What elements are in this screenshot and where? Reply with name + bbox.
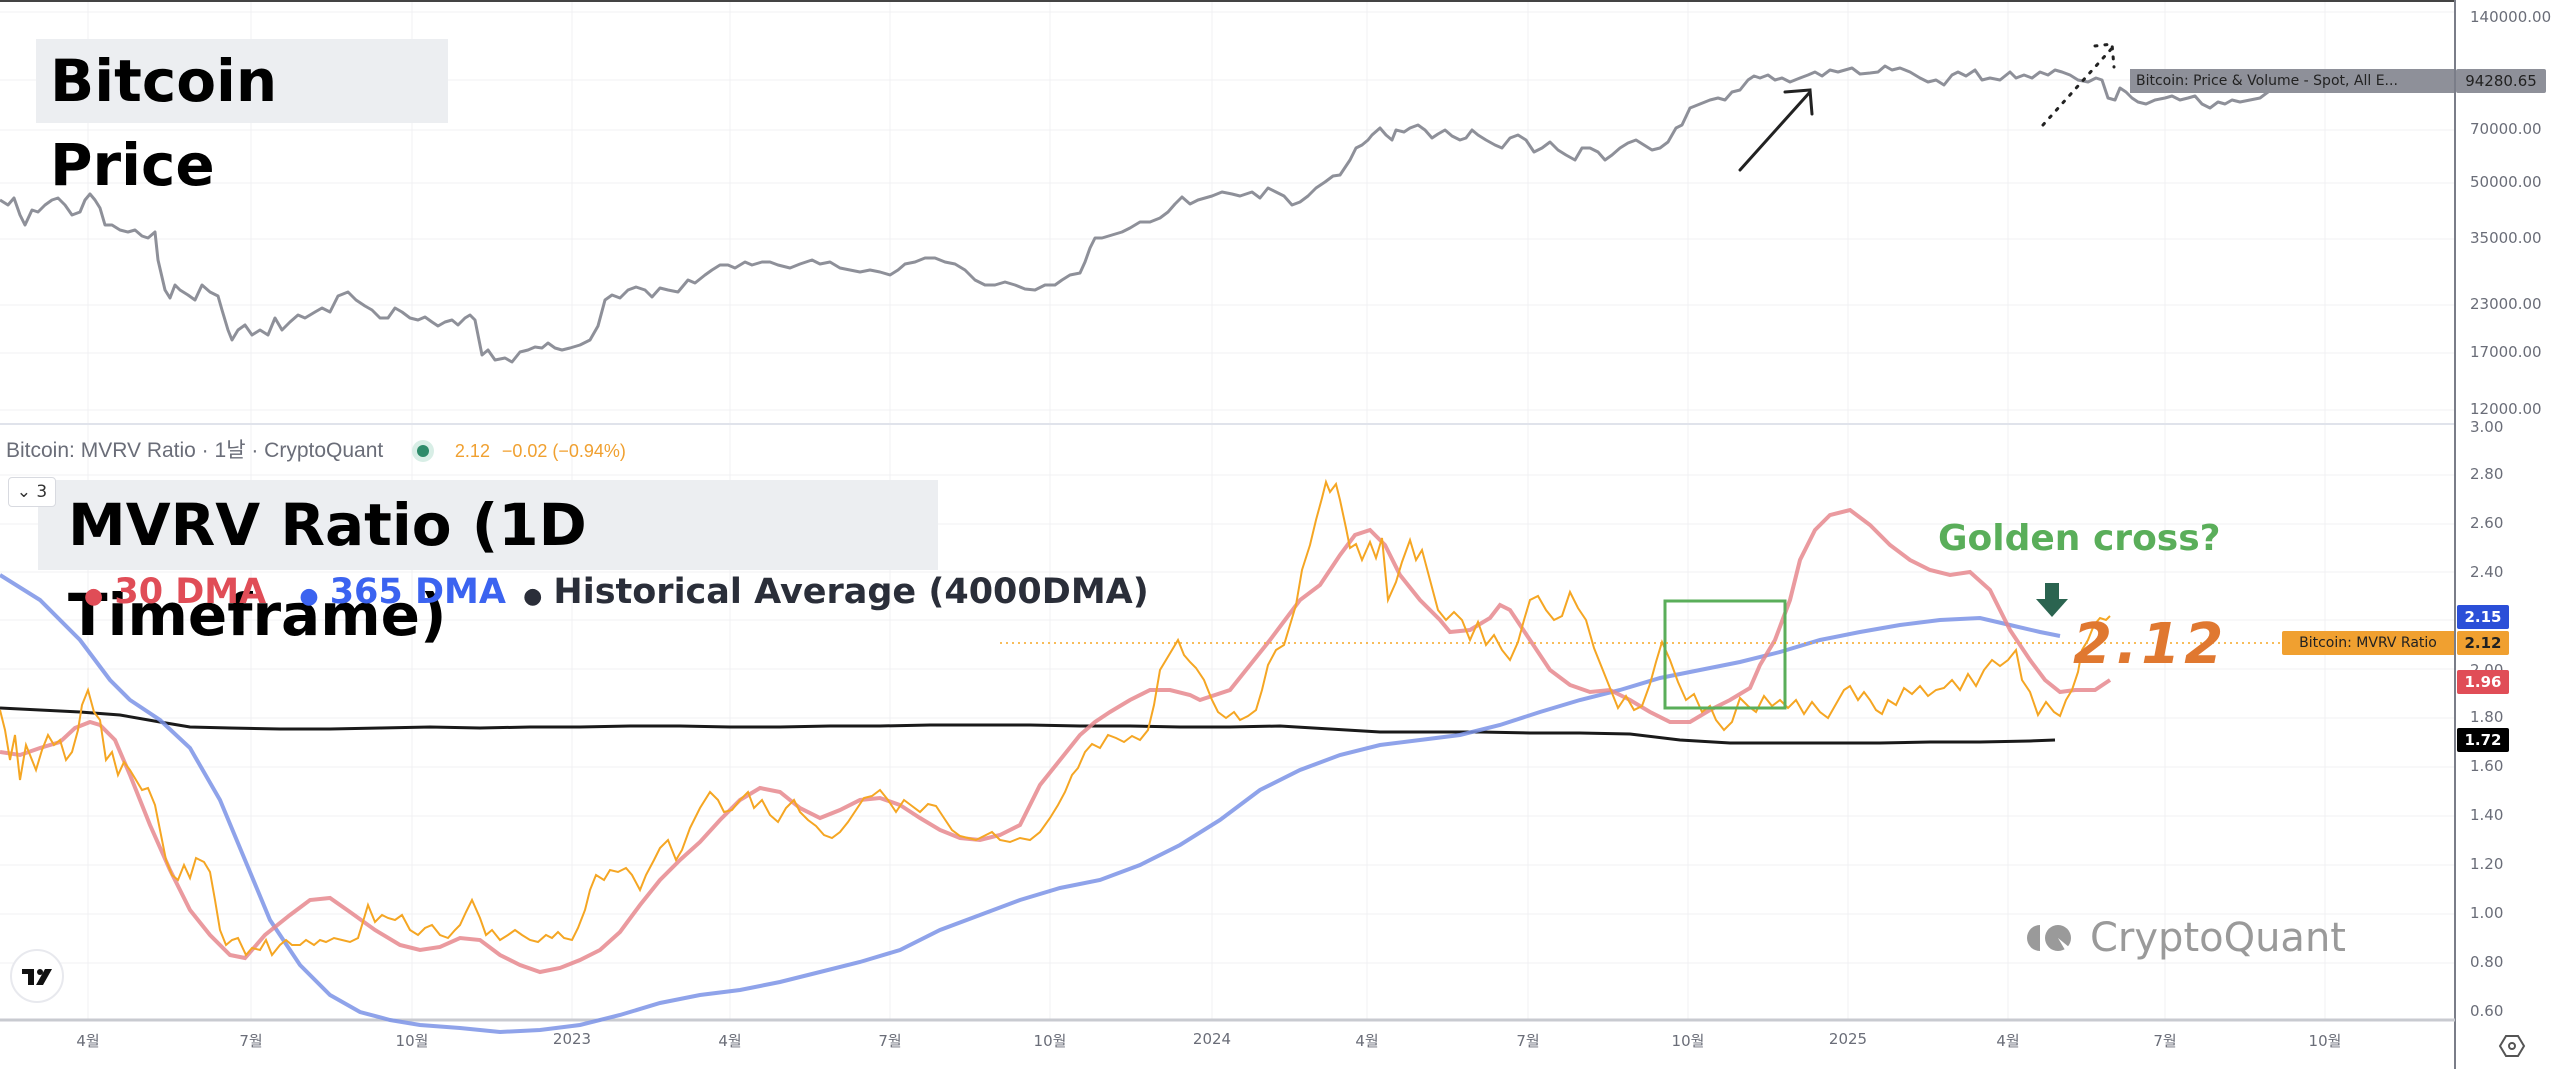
price-tick: 50000.00	[2470, 173, 2542, 191]
price-tick: 70000.00	[2470, 120, 2542, 138]
bitcoin-price-title: Bitcoin Price	[36, 39, 448, 199]
indicator-name[interactable]: Bitcoin: MVRV Ratio · 1날 · CryptoQuant	[6, 439, 384, 462]
price-series-label: Bitcoin: Price & Volume - Spot, All E...	[2130, 69, 2454, 93]
bitcoin-price-line	[0, 64, 2309, 364]
mvrv-tick: 1.00	[2470, 904, 2504, 922]
mvrv-ratio-title: MVRV Ratio (1D Timeframe)	[38, 480, 938, 649]
cryptoquant-watermark: CryptoQuant	[2090, 915, 2346, 961]
time-axis-label: 10월	[1033, 1032, 1067, 1050]
mvrv-tick: 2.60	[2470, 514, 2504, 532]
collapse-indicators-button[interactable]: ⌄ 3	[8, 477, 56, 507]
time-axis-label: 4월	[76, 1032, 100, 1050]
legend-historical-average: Historical Average (4000DMA)	[553, 572, 1149, 612]
tradingview-logo-icon	[22, 969, 52, 985]
mvrv-tick: 0.80	[2470, 953, 2504, 971]
down-arrow-icon	[2036, 583, 2068, 617]
mvrv-tick: 2.80	[2470, 465, 2504, 483]
dma365-value-tag: 2.15	[2457, 605, 2509, 629]
indicator-header[interactable]: Bitcoin: MVRV Ratio · 1날 · CryptoQuant 2…	[6, 436, 626, 466]
historical-average-line	[0, 706, 2056, 745]
price-tick: 23000.00	[2470, 295, 2542, 313]
time-axis-label: 2025	[1828, 1030, 1868, 1048]
price-tick: 12000.00	[2470, 400, 2542, 418]
legend-dma365: 365 DMA	[329, 572, 506, 612]
time-axis-label: 7월	[2153, 1032, 2177, 1050]
dma365-dot-icon: ●	[299, 584, 319, 609]
price-tick: 35000.00	[2470, 229, 2542, 247]
dma30-line	[0, 507, 2112, 975]
time-axis-label: 7월	[1516, 1032, 1540, 1050]
mvrv-tick: 3.00	[2470, 418, 2504, 436]
mvrv-tick: 1.80	[2470, 708, 2504, 726]
golden-cross-annotation: Golden cross?	[1938, 518, 2221, 559]
mvrv-tick: 1.60	[2470, 757, 2504, 775]
time-axis-label: 10월	[2308, 1032, 2342, 1050]
dotted-projection-arrow	[2041, 42, 2116, 127]
time-axis-label: 10월	[1671, 1032, 1705, 1050]
chevron-down-icon: ⌄	[16, 482, 31, 502]
time-axis-label: 4월	[1996, 1032, 2020, 1050]
highlight-box	[1663, 599, 1787, 710]
settings-icon[interactable]	[2498, 1035, 2526, 1057]
dma30-value-tag: 1.96	[2457, 670, 2509, 694]
status-dot-icon	[417, 445, 430, 458]
hist-dot-icon: ●	[523, 584, 543, 609]
mvrv-tick: 2.40	[2470, 563, 2504, 581]
time-axis-label: 7월	[878, 1032, 902, 1050]
mvrv-series-label: Bitcoin: MVRV Ratio	[2282, 631, 2454, 655]
historical-average-value-tag: 1.72	[2457, 728, 2509, 752]
dma30-dot-icon: ●	[84, 584, 104, 609]
time-axis-label: 4월	[718, 1032, 742, 1050]
legend: ● 30 DMA ● 365 DMA ● Historical Average …	[84, 570, 1149, 614]
mvrv-tick: 1.40	[2470, 806, 2504, 824]
price-tick: 140000.00	[2470, 8, 2552, 26]
dma365-line	[0, 573, 2061, 1035]
current-value-annotation: 2.12	[2073, 612, 2228, 677]
time-axis-label: 7월	[239, 1032, 263, 1050]
up-arrow-annotation	[1738, 88, 1814, 172]
mvrv-tick: 1.20	[2470, 855, 2504, 873]
time-axis-label: 2024	[1192, 1030, 1232, 1048]
mvrv-value-tag: 2.12	[2457, 631, 2509, 655]
mvrv-tick: 0.60	[2470, 1002, 2504, 1020]
time-axis-label: 2023	[552, 1030, 592, 1048]
time-axis-label: 4월	[1355, 1032, 1379, 1050]
time-axis-label: 10월	[395, 1032, 429, 1050]
tradingview-logo-ring	[10, 949, 64, 1003]
price-current-value-tag: 94280.65	[2456, 69, 2546, 93]
legend-dma30: 30 DMA	[114, 572, 267, 612]
indicator-value: 2.12	[454, 441, 490, 461]
collapse-count: 3	[36, 482, 48, 502]
cryptoquant-logo-icon	[2027, 925, 2075, 955]
indicator-change: −0.02 (−0.94%)	[501, 441, 626, 461]
price-tick: 17000.00	[2470, 343, 2542, 361]
